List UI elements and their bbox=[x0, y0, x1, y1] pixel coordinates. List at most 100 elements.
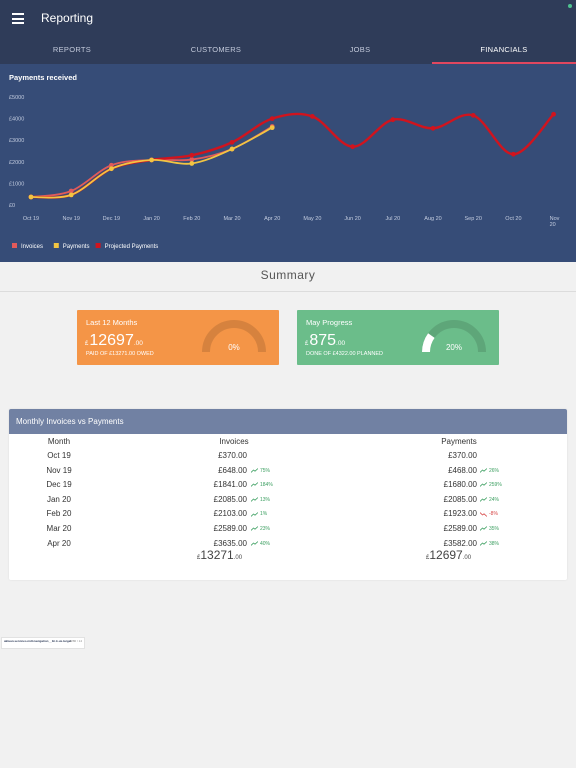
card-subtitle: DONE OF £4322.00 PLANNED bbox=[306, 351, 384, 357]
payments-point bbox=[68, 192, 74, 198]
x-tick-label: Sep 20 bbox=[464, 216, 481, 222]
cell-invoice: £2085.00 bbox=[213, 494, 247, 504]
total-invoices: £13271.00 bbox=[197, 548, 243, 562]
projected-payments-point bbox=[511, 151, 516, 157]
x-tick-label: Jan 20 bbox=[143, 216, 160, 222]
payments-point bbox=[109, 166, 114, 172]
tab-customers[interactable]: CUSTOMERS bbox=[190, 45, 242, 54]
table-row: Mar 20 £2589.00 23% £2589.00 35% bbox=[9, 522, 567, 536]
x-tick-label: Jul 20 bbox=[385, 216, 400, 222]
projected-payments-point bbox=[430, 125, 436, 131]
invoice-trend: 1% bbox=[250, 507, 267, 521]
cell-invoice: £648.00 bbox=[218, 465, 247, 475]
payments-chart-panel: £0 £1000 £2000 £3000 £4000 £5000 Oct 19 Nov 19 D… bbox=[0, 64, 576, 262]
projected-payments-point bbox=[269, 116, 275, 121]
payments-legend-swatch bbox=[53, 243, 59, 248]
cell-invoice: £3635.00 bbox=[213, 538, 247, 548]
cell-payment: £2085.00 bbox=[443, 494, 477, 504]
table-row: Nov 19 £648.00 75% £468.00 26% bbox=[9, 464, 567, 478]
x-tick-label: Nov 19 bbox=[62, 216, 79, 222]
payment-trend: 35% bbox=[479, 522, 499, 536]
invoices-point bbox=[189, 157, 195, 162]
y-tick-label: £3000 bbox=[9, 138, 24, 144]
trend-up-icon bbox=[250, 511, 260, 517]
projected-payments-point bbox=[310, 114, 315, 119]
cell-month: Feb 20 bbox=[46, 509, 72, 519]
cell-payment: £2589.00 bbox=[443, 524, 477, 533]
progress-gauge bbox=[422, 320, 486, 353]
payment-trend: 24% bbox=[479, 493, 499, 507]
cell-payment: £1680.00 bbox=[443, 480, 477, 490]
trend-up-icon bbox=[479, 497, 489, 503]
divider bbox=[0, 291, 576, 292]
cell-payment: £468.00 bbox=[448, 465, 477, 475]
tab-reports[interactable]: REPORTS bbox=[52, 45, 92, 54]
table-row: Dec 19 £1841.00 184% £1680.00 259% bbox=[9, 478, 567, 492]
projected-payments-line bbox=[30, 112, 555, 199]
y-tick-label: £0 bbox=[9, 203, 15, 209]
cell-invoice: £1841.00 bbox=[213, 480, 247, 490]
gauge-percent: 0% bbox=[228, 343, 240, 352]
last-12-months-card: Last 12 Months £12697.00 PAID OF £13271.… bbox=[77, 310, 279, 365]
cell-month: Oct 19 bbox=[47, 451, 71, 460]
payments-chart: £0 £1000 £2000 £3000 £4000 £5000 Oct 19 Nov 19 D… bbox=[9, 95, 560, 250]
payments-point bbox=[149, 157, 155, 163]
col-header-invoices: Invoices bbox=[219, 437, 249, 446]
payment-trend: 26% bbox=[479, 464, 499, 478]
x-tick-label: Aug 20 bbox=[424, 216, 441, 222]
payments-point bbox=[28, 194, 34, 200]
x-tick-label: Mar 20 bbox=[223, 216, 240, 222]
trend-up-icon bbox=[479, 526, 489, 532]
menu-icon[interactable] bbox=[12, 13, 24, 24]
invoices-legend-swatch bbox=[12, 243, 17, 248]
card-label: May Progress bbox=[306, 318, 353, 327]
table-row: Feb 20 £2103.00 1% £1923.00 -8% bbox=[9, 507, 567, 521]
card-subtitle: PAID OF £13271.00 OWED bbox=[86, 351, 154, 357]
may-progress-card: May Progress £875.00 DONE OF £4322.00 PL… bbox=[297, 310, 499, 365]
app-bar: Reporting bbox=[0, 0, 576, 40]
progress-gauge bbox=[202, 320, 266, 353]
cell-payment: £1923.00 bbox=[443, 509, 477, 519]
projected-payments-legend-label: Projected Payments bbox=[105, 244, 159, 250]
gauge-fill bbox=[422, 333, 435, 353]
y-tick-label: £1000 bbox=[9, 181, 24, 187]
trend-up-icon bbox=[479, 467, 489, 474]
x-tick-label: Feb 20 bbox=[183, 216, 200, 222]
col-header-payments: Payments bbox=[441, 437, 477, 446]
y-tick-label: £4000 bbox=[9, 117, 24, 123]
cell-month: Apr 20 bbox=[47, 538, 71, 548]
trend-down-icon bbox=[479, 511, 489, 517]
debug-badge: aktuan.services.mdl.navigation__lin k.ux… bbox=[1, 637, 85, 649]
projected-payments-point bbox=[350, 144, 355, 150]
invoice-trend: 184% bbox=[250, 478, 273, 492]
trend-up-icon bbox=[479, 540, 489, 547]
card-amount: £875.00 bbox=[305, 332, 346, 349]
payments-legend-label: Payments bbox=[63, 244, 90, 250]
cell-month: Dec 19 bbox=[46, 480, 72, 490]
page-title: Reporting bbox=[41, 11, 94, 25]
x-tick-label: Oct 20 bbox=[505, 216, 521, 222]
x-tick-label: Dec 19 bbox=[103, 216, 120, 222]
x-tick-label: Oct 19 bbox=[23, 216, 39, 222]
trend-up-icon bbox=[250, 482, 260, 488]
cell-payment: £3582.00 bbox=[443, 538, 477, 548]
chart-title: Payments received bbox=[9, 73, 77, 82]
cell-invoice: £2103.00 bbox=[213, 509, 247, 519]
payments-point bbox=[229, 146, 235, 152]
cell-month: Nov 19 bbox=[46, 465, 72, 475]
projected-payments-point bbox=[390, 117, 396, 123]
tab-financials[interactable]: FINANCIALS bbox=[432, 40, 576, 64]
status-dot bbox=[568, 4, 572, 8]
tab-jobs[interactable]: JOBS bbox=[349, 45, 371, 54]
payment-trend: -8% bbox=[479, 507, 498, 521]
invoices-vs-payments-table: Monthly Invoices vs Payments Month Invoi… bbox=[9, 409, 567, 580]
invoices-legend-label: Invoices bbox=[21, 244, 43, 250]
col-header-month: Month bbox=[47, 437, 71, 446]
invoice-trend: 40% bbox=[250, 537, 270, 551]
cell-month: Jan 20 bbox=[46, 494, 72, 504]
y-tick-label: £2000 bbox=[9, 160, 24, 166]
summary-title: Summary bbox=[260, 268, 316, 282]
trend-up-icon bbox=[250, 497, 260, 503]
cell-month: Mar 20 bbox=[46, 524, 72, 533]
payment-trend: 38% bbox=[479, 537, 499, 551]
